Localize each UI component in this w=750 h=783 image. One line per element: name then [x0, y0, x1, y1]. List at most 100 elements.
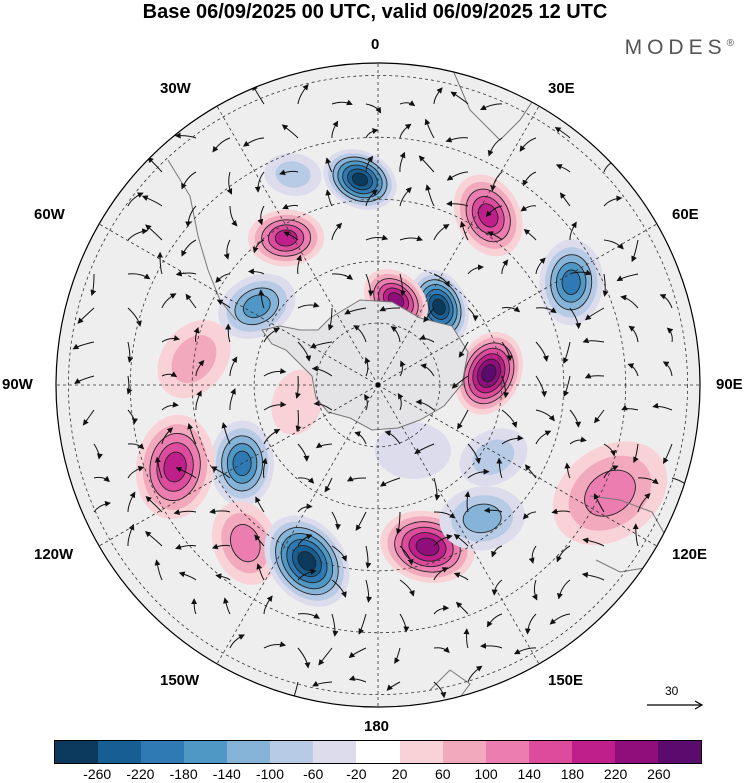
- wind-arrow: [229, 634, 245, 649]
- wind-arrow: [229, 356, 238, 377]
- wind-arrow: [433, 87, 443, 105]
- wind-arrow: [399, 360, 406, 377]
- wind-arrow: [223, 597, 231, 615]
- wind-arrow: [637, 493, 651, 513]
- wind-arrow: [467, 665, 483, 683]
- wind-arrow: [365, 189, 378, 207]
- wind-arrow: [331, 120, 339, 139]
- colorbar-swatch: [571, 741, 615, 763]
- wind-arrow: [501, 435, 524, 445]
- wind-arrow: [399, 579, 415, 597]
- wind-arrow: [324, 477, 333, 493]
- wind-arrow: [255, 496, 265, 513]
- wind-arrow: [467, 443, 482, 465]
- anomaly-center: [459, 428, 528, 487]
- wind-arrow: [501, 409, 518, 428]
- wind-arrow: [331, 545, 347, 562]
- wind-arrow: [258, 289, 265, 309]
- wind-arrow: [318, 647, 333, 666]
- wind-arrow: [666, 327, 674, 343]
- wind-arrow: [247, 268, 265, 275]
- wind-arrow: [519, 137, 537, 152]
- wind-arrow: [263, 368, 287, 377]
- wind-arrow: [193, 326, 200, 343]
- wind-arrow: [216, 299, 231, 309]
- wind-arrow: [424, 118, 435, 139]
- wind-arrow: [399, 273, 407, 297]
- colorbar-swatch: [399, 741, 443, 763]
- wind-arrow: [254, 534, 265, 547]
- colorbar-tick-label: 220: [603, 766, 628, 782]
- wind-arrow: [144, 531, 163, 547]
- colorbar-tick-label: -60: [303, 766, 324, 782]
- colorbar-tick-label: 20: [391, 766, 408, 782]
- colorbar-tick-label: 60: [435, 766, 451, 782]
- wind-arrow: [263, 641, 287, 649]
- colorbar-tick-label: -220: [126, 766, 155, 782]
- wind-arrow: [652, 402, 673, 411]
- wind-arrow: [175, 543, 197, 550]
- wind-arrow: [297, 613, 320, 619]
- wind-arrow: [353, 325, 367, 343]
- wind-arrow: [394, 647, 401, 664]
- colorbar-tick-label: -20: [346, 766, 367, 782]
- wind-arrow: [365, 545, 372, 569]
- wind-arrow: [433, 273, 450, 288]
- wind-arrow: [161, 401, 179, 411]
- wind-arrow: [297, 301, 320, 309]
- wind-arrow: [397, 392, 404, 411]
- lon-label-150w: 150W: [160, 672, 200, 689]
- wind-arrow: [487, 137, 503, 157]
- wind-arrow: [603, 195, 623, 207]
- wind-arrow: [77, 307, 95, 324]
- wind-arrow: [433, 646, 450, 654]
- lon-label-90e: 90E: [716, 376, 743, 393]
- wind-arrow: [603, 465, 619, 479]
- wind-arrow: [90, 273, 97, 296]
- wind-arrow: [563, 341, 571, 364]
- wind-arrow: [535, 409, 555, 422]
- wind-arrow: [229, 388, 236, 411]
- wind-arrow: [425, 184, 435, 207]
- colorbar-swatch: [313, 741, 357, 763]
- wind-arrow: [433, 604, 450, 615]
- wind-arrow: [420, 363, 435, 377]
- anomaly-contour: [481, 364, 497, 383]
- wind-arrow: [252, 239, 265, 254]
- wind-arrow: [633, 443, 639, 463]
- wind-arrow: [593, 493, 605, 513]
- wind-arrow: [365, 273, 374, 297]
- wind-arrow: [433, 511, 456, 519]
- wind-arrow: [535, 341, 549, 362]
- wind-arrow: [522, 171, 537, 187]
- colorbar-tick-label: 140: [517, 766, 541, 782]
- wind-arrow: [211, 543, 231, 550]
- colorbar-swatch: [442, 741, 486, 763]
- wind-arrow: [433, 224, 450, 241]
- wind-arrow: [147, 156, 163, 173]
- anomaly-contour: [242, 294, 271, 319]
- colorbar-swatch: [55, 741, 99, 763]
- wind-arrow: [399, 545, 414, 566]
- wind-arrow: [485, 205, 503, 218]
- wind-arrow: [535, 375, 548, 398]
- wind-arrow: [93, 443, 103, 460]
- wind-arrow: [632, 523, 639, 547]
- wind-arrow: [414, 443, 435, 455]
- colorbar-tick-label: -260: [83, 766, 112, 782]
- wind-arrow: [127, 273, 151, 280]
- wind-arrow: [156, 251, 163, 275]
- lon-label-150e: 150E: [548, 672, 584, 689]
- anomaly-center: [264, 153, 322, 196]
- wind-arrow: [446, 200, 469, 207]
- wind-arrow: [501, 375, 510, 399]
- anomaly-center: [271, 369, 323, 435]
- wind-arrow: [399, 186, 412, 207]
- wind-arrow: [603, 443, 617, 457]
- wind-arrow: [126, 375, 133, 395]
- map-title: Base 06/09/2025 00 UTC, valid 06/09/2025…: [142, 1, 608, 23]
- wind-arrow: [582, 337, 605, 344]
- wind-arrow: [433, 477, 441, 501]
- wind-arrow: [490, 171, 503, 192]
- wind-arrow: [279, 169, 299, 176]
